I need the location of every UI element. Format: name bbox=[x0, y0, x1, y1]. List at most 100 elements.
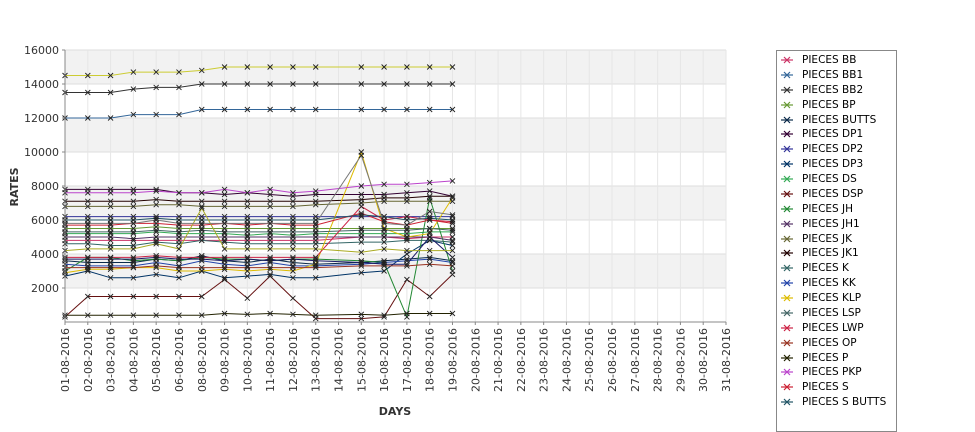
y-tick-label: 16000 bbox=[24, 44, 59, 57]
data-point bbox=[404, 222, 410, 228]
legend-label: PIECES LSP bbox=[802, 306, 861, 319]
data-point bbox=[449, 263, 456, 269]
data-point bbox=[426, 106, 433, 113]
data-point bbox=[290, 256, 296, 262]
data-point bbox=[404, 256, 410, 262]
data-point bbox=[290, 106, 296, 113]
y-tick-labels: 2000 4000 6000 8000 10000 12000 14000 16000 bbox=[24, 44, 59, 295]
data-point bbox=[426, 81, 433, 87]
x-tick-label: 03-08-2016 bbox=[105, 328, 118, 392]
data-point bbox=[244, 273, 251, 279]
data-point bbox=[358, 259, 365, 266]
data-point bbox=[153, 293, 159, 300]
data-point bbox=[358, 249, 365, 256]
data-point bbox=[290, 274, 296, 281]
data-point bbox=[290, 263, 296, 269]
x-tick-label: 05-08-2016 bbox=[150, 328, 163, 392]
data-point bbox=[130, 230, 137, 237]
x-tick-label: 10-08-2016 bbox=[241, 328, 254, 392]
data-point bbox=[153, 229, 159, 235]
data-point bbox=[381, 263, 387, 269]
data-point bbox=[153, 254, 159, 261]
data-point bbox=[290, 264, 296, 271]
data-point bbox=[221, 256, 228, 262]
data-point bbox=[358, 64, 365, 70]
data-point bbox=[130, 86, 137, 92]
data-point bbox=[267, 198, 273, 205]
data-point bbox=[198, 256, 205, 262]
data-point bbox=[426, 198, 433, 205]
legend-item: PIECES DS bbox=[777, 172, 896, 186]
data-point bbox=[267, 240, 273, 247]
data-point bbox=[267, 266, 273, 273]
data-point bbox=[107, 264, 114, 271]
legend-item: PIECES LSP bbox=[777, 306, 896, 320]
data-point bbox=[130, 293, 137, 300]
data-point bbox=[107, 198, 114, 205]
data-point bbox=[358, 239, 365, 245]
data-point bbox=[290, 311, 296, 318]
legend-label: PIECES BB bbox=[802, 54, 857, 66]
data-point bbox=[312, 220, 319, 227]
data-point bbox=[221, 266, 228, 273]
data-point bbox=[267, 106, 273, 113]
legend-item: PIECES LWP bbox=[777, 321, 896, 335]
legend-label: PIECES DP2 bbox=[802, 143, 864, 156]
data-point bbox=[244, 220, 251, 227]
data-point bbox=[153, 264, 159, 271]
data-point bbox=[176, 111, 182, 118]
data-point bbox=[176, 312, 182, 319]
data-point bbox=[312, 246, 319, 252]
x-tick-label: 19-08-2016 bbox=[446, 328, 459, 392]
data-point bbox=[198, 203, 205, 210]
data-point bbox=[244, 256, 251, 262]
legend-marker-icon bbox=[781, 354, 793, 361]
background-band bbox=[65, 254, 726, 288]
data-point bbox=[221, 257, 228, 264]
data-point bbox=[244, 198, 251, 205]
data-point bbox=[198, 189, 205, 196]
data-point bbox=[267, 186, 273, 193]
data-point bbox=[198, 254, 205, 261]
data-point bbox=[358, 81, 365, 87]
data-point bbox=[176, 264, 182, 271]
data-point bbox=[358, 315, 365, 322]
data-point bbox=[381, 181, 387, 188]
data-point bbox=[84, 198, 91, 205]
data-point bbox=[312, 222, 319, 228]
data-point bbox=[130, 237, 137, 244]
data-point bbox=[290, 222, 296, 228]
legend-marker-icon bbox=[781, 398, 793, 406]
y-tick-label: 2000 bbox=[31, 282, 59, 295]
data-point bbox=[198, 264, 205, 271]
legend-item: PIECES KLP bbox=[777, 291, 896, 305]
data-point bbox=[312, 81, 319, 87]
legend-item: PIECES DP1 bbox=[777, 127, 896, 141]
data-point bbox=[290, 240, 296, 247]
legend-label: PIECES JK1 bbox=[802, 247, 859, 260]
data-point bbox=[107, 293, 114, 300]
data-point bbox=[381, 312, 387, 319]
legend-marker-icon bbox=[781, 249, 793, 257]
data-point bbox=[176, 256, 182, 262]
legend-marker-icon bbox=[781, 294, 793, 302]
data-point bbox=[130, 274, 137, 281]
legend-label: PIECES JH1 bbox=[802, 217, 860, 230]
data-point bbox=[381, 234, 387, 240]
data-point bbox=[381, 195, 387, 201]
data-point bbox=[267, 257, 273, 264]
data-point bbox=[176, 220, 182, 227]
data-point bbox=[107, 256, 114, 262]
legend-label: PIECES S bbox=[802, 381, 849, 394]
data-point bbox=[198, 81, 205, 87]
data-point bbox=[221, 203, 228, 210]
data-point bbox=[176, 222, 182, 228]
data-point bbox=[176, 263, 182, 269]
data-point bbox=[176, 254, 182, 261]
data-point bbox=[153, 239, 159, 245]
data-point bbox=[267, 191, 273, 198]
data-point bbox=[221, 106, 228, 113]
data-point bbox=[221, 264, 228, 271]
data-point bbox=[153, 215, 159, 222]
data-point bbox=[153, 111, 159, 118]
